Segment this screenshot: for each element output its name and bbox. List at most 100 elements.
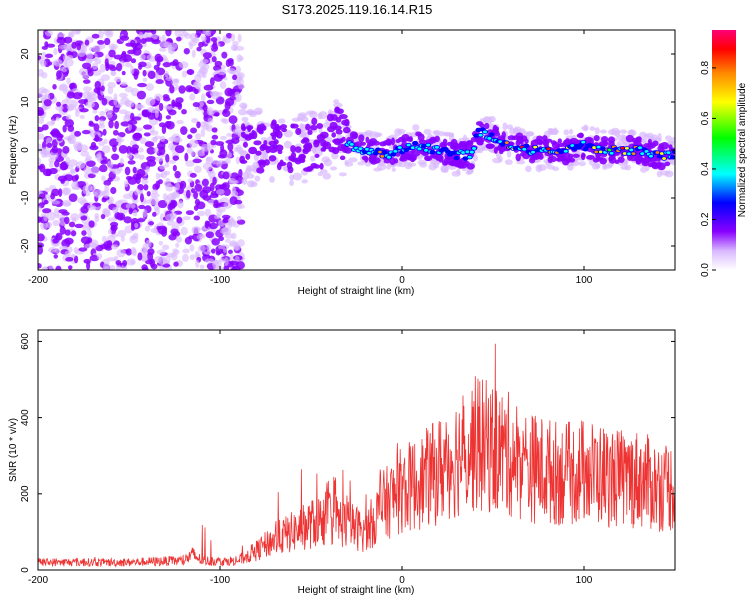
heatmap-ridge-core (640, 152, 645, 156)
heatmap-cell (206, 244, 211, 252)
heatmap-cell (43, 99, 52, 107)
heatmap-ridge-core (410, 146, 415, 150)
heatmap-cell (462, 134, 468, 143)
heatmap-cell (382, 140, 391, 146)
heatmap-cell (131, 144, 139, 150)
heatmap-cell (167, 159, 177, 164)
heatmap-cell (466, 140, 473, 146)
heatmap-cell (408, 136, 413, 143)
heatmap-cell (213, 73, 224, 82)
heatmap-cell (99, 164, 108, 173)
snr-series (38, 343, 675, 568)
heatmap-cell (156, 249, 166, 255)
heatmap-cell (102, 30, 111, 35)
heatmap-cell (110, 233, 119, 238)
snr-line (38, 343, 675, 568)
heatmap-cell (64, 58, 74, 67)
heatmap-cell (85, 100, 96, 108)
heatmap-cell (47, 61, 52, 66)
heatmap-cell (79, 114, 85, 119)
heatmap-cell (74, 223, 84, 229)
heatmap-cell (137, 82, 147, 88)
heatmap-cell (190, 188, 196, 194)
heatmap-cell (332, 125, 342, 131)
heatmap-cell (48, 161, 54, 168)
heatmap-cell (155, 79, 164, 85)
heatmap-cell (524, 138, 529, 144)
heatmap-cell (214, 214, 221, 220)
heatmap-cell (223, 257, 229, 267)
heatmap-cell (190, 150, 195, 157)
heatmap-cell (373, 167, 382, 172)
heatmap-cell (189, 172, 197, 178)
heatmap-cell (237, 149, 247, 155)
heatmap-cell (144, 225, 151, 232)
heatmap-cell (48, 246, 57, 253)
heatmap-cell (124, 166, 131, 176)
heatmap-cell (50, 119, 56, 125)
heatmap-cell (600, 136, 609, 143)
heatmap-cell (323, 158, 333, 167)
heatmap-cell (99, 190, 107, 196)
x-tick-label: 0 (399, 575, 405, 586)
heatmap-cell (50, 192, 56, 200)
heatmap-cell (38, 133, 45, 140)
heatmap-cell (428, 163, 437, 171)
heatmap-cell (65, 114, 72, 120)
heatmap-cell (83, 166, 92, 175)
heatmap-cell (175, 242, 180, 248)
heatmap-cell (665, 135, 673, 141)
heatmap-cell (640, 166, 648, 173)
heatmap-cell (386, 164, 392, 170)
heatmap-cell (228, 115, 238, 124)
heatmap-cell (157, 179, 163, 185)
heatmap-cell (240, 123, 246, 131)
y-tick-label: -20 (20, 238, 31, 253)
heatmap-cell (38, 205, 42, 212)
heatmap-cell (65, 257, 74, 262)
heatmap-cell (246, 173, 255, 179)
heatmap-cell (55, 214, 66, 219)
heatmap-cell (98, 140, 105, 147)
heatmap-cell (241, 104, 247, 110)
heatmap-cell (495, 146, 503, 151)
heatmap-cell (168, 136, 177, 143)
heatmap-cell (229, 218, 236, 227)
heatmap-cell (229, 107, 234, 114)
heatmap-cell (164, 162, 170, 168)
heatmap-cell (63, 187, 72, 195)
heatmap-cell (78, 247, 88, 252)
heatmap-cell (344, 118, 350, 127)
heatmap-cell (180, 226, 188, 236)
heatmap-cell (290, 157, 298, 163)
heatmap-cell (156, 225, 162, 231)
heatmap-cell (183, 33, 192, 39)
x-tick-label: 100 (576, 275, 593, 286)
heatmap-cell (148, 196, 159, 206)
heatmap-cell (314, 153, 320, 158)
heatmap-cell (557, 138, 562, 144)
heatmap-cell (236, 72, 245, 79)
heatmap-cell (175, 182, 181, 191)
heatmap-cell (110, 70, 117, 76)
heatmap-ridge-core (454, 156, 459, 160)
heatmap-cell (121, 50, 127, 56)
heatmap-cell (193, 191, 199, 200)
heatmap-cell (165, 115, 172, 120)
spectrogram-x-label: Height of straight line (km) (298, 286, 415, 297)
heatmap-cell (617, 156, 625, 163)
heatmap-cell (217, 160, 227, 165)
heatmap-cell (299, 157, 306, 163)
heatmap-cell (74, 130, 82, 137)
heatmap-cell (81, 230, 87, 236)
heatmap-cell (222, 247, 228, 253)
heatmap-ridge-core (358, 147, 363, 151)
heatmap-cell (52, 113, 62, 119)
heatmap-cell (85, 155, 92, 162)
heatmap-cell (172, 231, 181, 237)
heatmap-cell (38, 107, 44, 116)
heatmap-cell (80, 236, 91, 244)
heatmap-cell (205, 157, 212, 165)
heatmap-cell (218, 257, 226, 263)
heatmap-cell (185, 85, 194, 93)
